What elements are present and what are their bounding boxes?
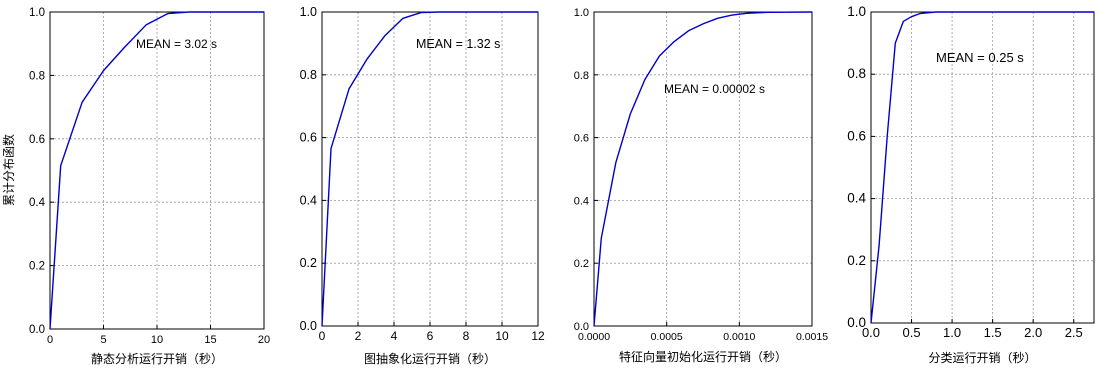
y-tick-label: 0.4 [300,193,317,207]
y-tick-label: 0.4 [574,195,589,207]
y-tick-label: 1.0 [300,5,317,19]
mean-annotation: MEAN = 1.32 s [416,37,500,51]
y-tick-label: 0.2 [574,258,589,270]
x-tick-label: 20 [258,334,270,346]
y-tick-label: 0.0 [300,319,317,333]
x-tick-label: 8 [463,329,470,343]
cdf-line [321,11,538,327]
y-tick-label: 0.2 [847,253,866,268]
y-tick-label: 0.0 [29,324,45,336]
y-tick-label: 0.4 [29,197,46,209]
x-tick-label: 12 [531,329,545,343]
y-tick-label: 0.6 [29,134,45,146]
chart-panel-2: 0 2 4 6 8 10 12 0.0 0.2 0.4 0.6 0.8 1.0 MEAN = 1.32 s… [300,5,545,366]
x-tick-label: 0.0015 [796,331,828,343]
cdf-line [870,11,1094,324]
y-axis-title: 累计分布函数 [1,134,16,206]
x-axis-title: 图抽象化运行开销（秒） [364,352,496,366]
x-axis-title: 特征向量初始化运行开销（秒） [619,349,787,364]
x-axis-title: 分类运行开销（秒） [928,351,1036,365]
y-tick-label: 0.8 [300,68,317,82]
x-axis-title: 静态分析运行开销（秒） [91,352,223,366]
cdf-line [49,11,264,330]
x-tick-label: 15 [204,334,216,346]
cdf-line [593,11,813,327]
y-tick-label: 0.2 [300,256,317,270]
x-tick-label: 5 [100,334,106,346]
y-tick-label: 1.0 [29,7,45,19]
y-tick-label: 1.0 [574,7,589,19]
x-tick-label: 0 [47,334,53,346]
x-tick-label: 1.0 [943,325,961,340]
mean-annotation: MEAN = 0.00002 s [664,82,765,96]
y-tick-label: 0.0 [574,321,589,333]
x-tick-label: 0.5 [903,325,921,340]
y-tick-label: 1.0 [847,4,866,19]
chart-panel-4: 0.0 0.5 1.0 1.5 2.0 2.5 0.0 0.2 0.4 0.6 0.8 1.0 MEAN… [847,4,1095,365]
plot-frame [593,11,813,327]
y-tick-label: 0.8 [847,66,866,81]
y-tick-label: 0.6 [300,131,317,145]
x-tick-label: 0.0005 [651,331,683,343]
y-tick-label: 0.8 [574,70,589,82]
x-tick-label: 10 [495,329,509,343]
y-tick-label: 0.6 [847,128,866,143]
chart-panel-1: 0 5 10 15 20 0.0 0.2 0.4 0.6 0.8 1.0 MEAN = 3.02 s 静… [29,7,270,366]
x-tick-label: 10 [151,334,163,346]
mean-annotation: MEAN = 0.25 s [936,50,1024,65]
x-tick-label: 4 [391,329,398,343]
x-tick-label: 2.5 [1065,325,1083,340]
x-tick-label: 6 [427,329,434,343]
y-tick-label: 0.4 [847,191,866,206]
x-tick-label: 0.0000 [578,331,610,343]
y-tick-label: 0.0 [847,315,866,330]
x-tick-label: 1.5 [984,325,1002,340]
x-tick-label: 0.0 [862,325,880,340]
mean-annotation: MEAN = 3.02 s [136,37,217,51]
x-tick-label: 2 [355,329,362,343]
y-tick-label: 0.2 [29,261,45,273]
x-tick-label: 2.0 [1024,325,1042,340]
y-tick-label: 0.6 [574,133,589,145]
x-tick-label: 0 [319,329,326,343]
chart-panel-3: 0.0000 0.0005 0.0010 0.0015 0.0 0.2 0.4 0.6 0.8 1… [574,7,829,364]
y-tick-label: 0.8 [29,70,45,82]
x-tick-label: 0.0010 [723,331,755,343]
